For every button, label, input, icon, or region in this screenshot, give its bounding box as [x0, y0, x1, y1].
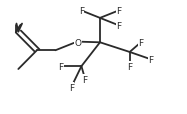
Text: F: F: [138, 38, 143, 47]
Text: F: F: [69, 83, 74, 92]
Text: F: F: [116, 7, 121, 16]
Text: F: F: [59, 62, 64, 71]
Text: F: F: [127, 62, 132, 71]
Text: O: O: [74, 38, 81, 47]
Text: F: F: [116, 22, 121, 30]
Text: F: F: [148, 55, 154, 64]
Text: F: F: [79, 7, 84, 16]
Text: F: F: [83, 75, 88, 84]
